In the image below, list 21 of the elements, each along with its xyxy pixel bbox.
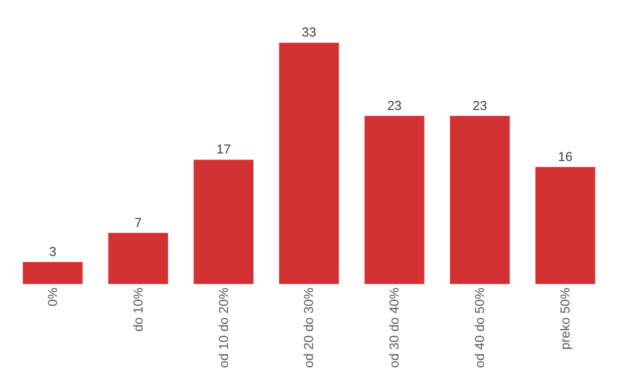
x-tick-label: od 20 do 30% bbox=[301, 287, 316, 368]
x-tick-label: do 10% bbox=[130, 287, 146, 332]
x-tick-label: preko 50% bbox=[558, 287, 573, 350]
data-label: 17 bbox=[216, 142, 231, 157]
bar bbox=[108, 232, 168, 284]
data-label: 23 bbox=[472, 98, 488, 113]
bar bbox=[194, 160, 254, 284]
bar bbox=[364, 116, 424, 284]
data-label: 16 bbox=[558, 149, 573, 164]
bar bbox=[279, 42, 339, 284]
data-label: 3 bbox=[49, 244, 56, 260]
bar bbox=[450, 116, 510, 284]
x-tick-label: od 40 do 50% bbox=[472, 287, 488, 368]
data-label: 33 bbox=[302, 24, 316, 40]
data-label: 23 bbox=[387, 98, 402, 113]
bar bbox=[22, 262, 83, 284]
x-tick-label: od 30 do 40% bbox=[386, 287, 402, 368]
x-tick-label: 0% bbox=[44, 287, 60, 306]
data-label: 7 bbox=[134, 214, 142, 230]
x-tick-label: od 10 do 20% bbox=[216, 287, 231, 368]
bar bbox=[535, 167, 596, 284]
